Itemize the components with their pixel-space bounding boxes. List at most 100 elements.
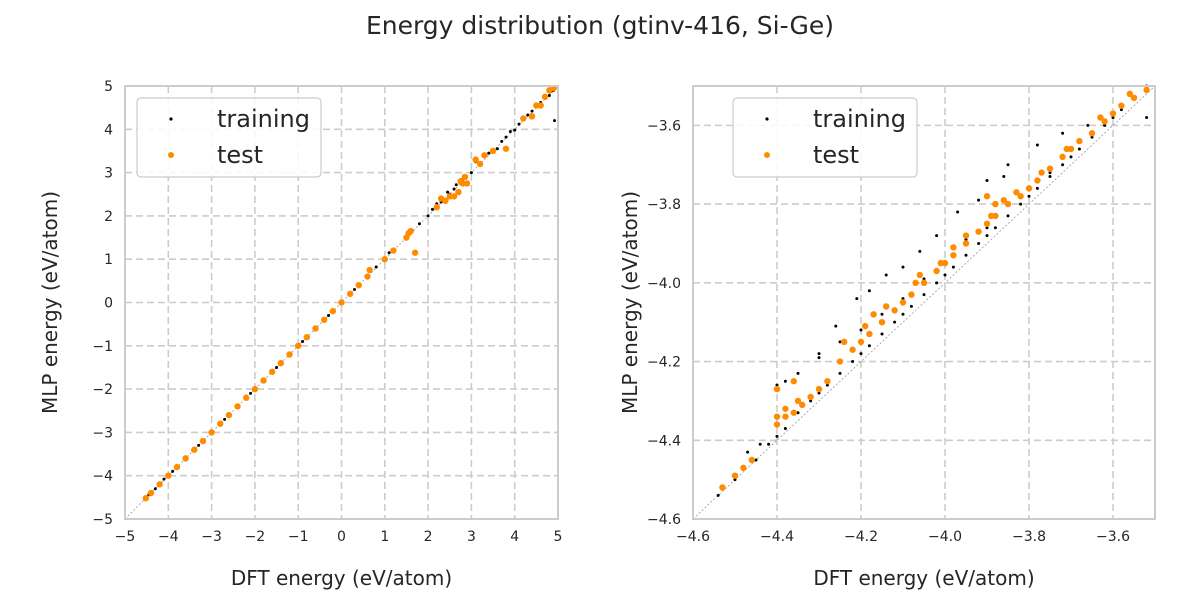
test-point	[740, 464, 747, 472]
diagonal-reference-line	[692, 85, 1156, 520]
test-points	[719, 86, 1150, 491]
y-tick-label: 4	[104, 122, 113, 138]
test-point	[731, 472, 739, 479]
x-tick-label: −3.6	[1096, 529, 1130, 545]
test-point	[1034, 177, 1041, 184]
x-tick-label: 3	[467, 529, 476, 545]
training-point	[504, 135, 508, 139]
training-point	[1048, 171, 1052, 175]
test-point	[286, 351, 293, 358]
x-tick-label: 2	[424, 529, 433, 545]
y-tick-labels: −4.6 −4.4 −4.2 −4.0 −3.8 −3.6	[647, 118, 681, 528]
test-point	[1097, 114, 1104, 121]
training-point	[851, 360, 855, 364]
test-point	[1017, 193, 1024, 200]
test-point	[390, 247, 397, 254]
training-point	[223, 417, 227, 421]
test-point	[346, 290, 354, 298]
training-point	[1002, 175, 1006, 179]
y-axis-label: MLP energy (eV/atom)	[618, 191, 642, 414]
training-point	[1048, 175, 1052, 179]
test-point	[807, 393, 814, 401]
test-point	[355, 281, 363, 289]
test-point	[782, 413, 789, 420]
test-point	[891, 307, 898, 314]
x-tick-labels: −4.6 −4.4 −4.2 −4.0 −3.8 −3.6	[676, 529, 1130, 545]
training-point	[1006, 214, 1010, 218]
training-point	[817, 356, 821, 360]
x-tick-label: 5	[554, 529, 563, 545]
test-point	[147, 489, 155, 497]
test-point	[878, 318, 886, 326]
right-panel: −4.6 −4.4 −4.2 −4.0 −3.8 −3.6 −4.6−4.4−4.2−4.…	[618, 84, 1156, 590]
training-point	[487, 151, 491, 155]
training-point	[901, 265, 905, 269]
test-point	[883, 303, 890, 310]
test-point	[450, 193, 458, 200]
training-point	[1111, 115, 1115, 119]
x-tick-label: −3.8	[1012, 529, 1046, 545]
test-point	[773, 385, 781, 393]
training-point	[817, 352, 821, 356]
x-tick-label: −4.4	[760, 529, 794, 545]
test-point	[338, 299, 345, 306]
test-point	[866, 330, 873, 338]
legend-label-training: training	[217, 105, 310, 133]
test-point	[933, 267, 940, 275]
training-point	[809, 399, 813, 403]
y-tick-label: −1	[92, 339, 113, 355]
test-point	[182, 455, 189, 462]
training-point	[352, 288, 356, 292]
x-tick-label: −3	[201, 529, 222, 545]
training-point	[880, 332, 884, 336]
test-point	[862, 322, 869, 330]
test-point	[1059, 153, 1066, 161]
test-point	[1013, 189, 1020, 196]
test-point	[983, 193, 991, 200]
test-point	[329, 307, 337, 315]
training-point	[859, 352, 863, 356]
training-point	[301, 339, 305, 343]
test-point	[381, 256, 388, 263]
test-point	[916, 271, 923, 279]
training-point	[500, 139, 504, 143]
training-point	[1035, 143, 1039, 147]
test-point	[975, 228, 982, 235]
legend-marker-training	[765, 117, 769, 121]
test-point	[199, 437, 207, 445]
test-point	[461, 173, 469, 181]
training-point	[446, 190, 450, 194]
test-point	[983, 220, 991, 227]
legend-box	[136, 97, 322, 178]
training-point	[275, 365, 279, 369]
test-point	[455, 188, 462, 196]
test-point	[1088, 130, 1096, 137]
legend-label-training: training	[813, 105, 906, 133]
test-point	[1143, 86, 1150, 94]
training-point	[454, 183, 458, 187]
test-point	[243, 394, 250, 401]
test-point	[303, 333, 311, 341]
y-tick-label: −5	[92, 512, 113, 528]
training-point	[1077, 147, 1081, 151]
y-tick-label: −2	[92, 382, 113, 398]
test-point	[472, 156, 479, 163]
test-point	[225, 411, 233, 419]
test-point	[260, 377, 267, 384]
training-point	[1027, 194, 1031, 198]
legend-marker-test	[168, 152, 174, 158]
plot-frame	[124, 85, 559, 520]
y-tick-label: −3	[92, 425, 113, 441]
test-point	[1038, 169, 1045, 176]
training-point	[517, 122, 521, 126]
training-point	[767, 442, 771, 446]
training-points	[716, 84, 1149, 497]
training-point	[922, 277, 926, 281]
test-point	[277, 359, 285, 367]
training-point	[1090, 135, 1094, 139]
test-point	[1130, 94, 1138, 102]
test-point	[908, 291, 915, 298]
training-point	[1061, 163, 1065, 167]
x-tick-label: −5	[115, 529, 136, 545]
